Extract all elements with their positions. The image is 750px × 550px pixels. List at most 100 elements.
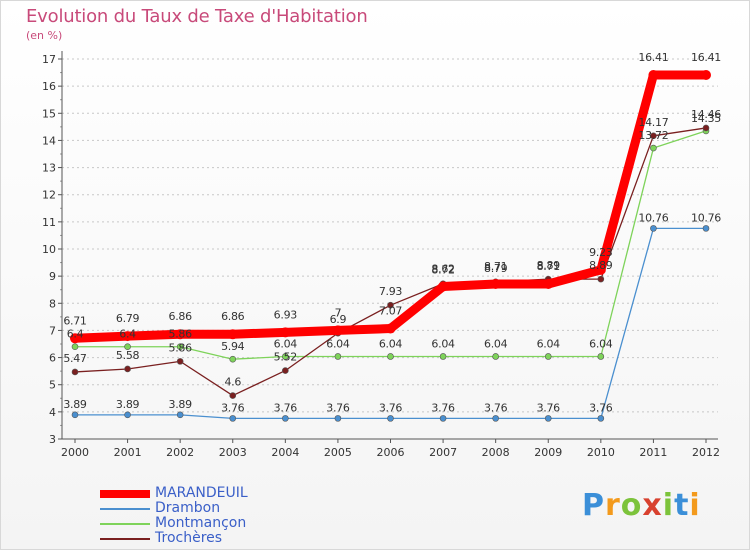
y-tick-label: 6 — [49, 352, 56, 365]
data-label: 6.04 — [379, 337, 403, 350]
y-tick-label: 14 — [42, 134, 56, 147]
series-point — [71, 411, 79, 419]
legend-label: Trochères — [155, 530, 223, 546]
series-point — [176, 411, 184, 419]
data-label: 13.72 — [638, 129, 668, 142]
legend-swatch — [100, 538, 150, 540]
logo-letter: r — [605, 488, 621, 523]
y-tick-label: 13 — [42, 162, 56, 175]
logo-letter: o — [620, 488, 643, 523]
series-point — [229, 355, 237, 363]
data-label: 14.17 — [638, 116, 668, 129]
data-label: 6.93 — [274, 308, 298, 321]
y-tick-label: 9 — [49, 270, 56, 283]
legend-swatch — [100, 508, 150, 510]
series-point — [282, 353, 289, 360]
data-label: 3.89 — [169, 398, 193, 411]
x-tick-label: 2007 — [429, 446, 457, 459]
data-label: 6.04 — [537, 337, 561, 350]
y-axis-unit-label: (en %) — [26, 29, 63, 42]
series-layer — [70, 70, 711, 422]
series-point — [439, 415, 447, 422]
logo-letter: i — [689, 488, 701, 523]
x-tick-label: 2009 — [534, 446, 562, 459]
series-point — [229, 415, 237, 422]
series-point — [650, 144, 657, 152]
legend-label: Drambon — [155, 500, 221, 516]
series-point — [332, 325, 343, 336]
legend-swatch — [100, 523, 150, 525]
series-point — [122, 331, 133, 342]
proxiti-logo: Proxiti — [582, 488, 701, 523]
series-point — [124, 411, 131, 419]
data-label: 3.76 — [326, 401, 350, 414]
series-point — [595, 264, 606, 275]
series-point — [280, 327, 291, 338]
data-label: 10.76 — [638, 211, 668, 224]
series-point — [227, 329, 238, 340]
data-label: 6.9 — [330, 313, 347, 326]
data-label: 16.41 — [638, 51, 668, 64]
data-label: 8.72 — [431, 264, 454, 277]
x-tick-label: 2010 — [587, 446, 615, 459]
series-point — [282, 415, 289, 422]
series-point — [71, 368, 79, 376]
axes: 3 4 5 6 7 8 9 10 11 12 13 14 15 16 17 2000 2001 2002 2003 2… — [42, 51, 720, 459]
data-label: 3.89 — [63, 398, 87, 411]
data-label: 5.86 — [169, 328, 193, 341]
data-label: 6.71 — [63, 314, 86, 327]
x-tick-label: 2003 — [219, 446, 247, 459]
series-line-marandeuil — [70, 70, 711, 343]
data-label: 7 — [335, 306, 342, 319]
data-label: 6.04 — [326, 337, 350, 350]
y-tick-label: 15 — [42, 107, 56, 120]
data-label: 6.04 — [484, 337, 508, 350]
series-point — [387, 415, 394, 422]
data-label: 7.93 — [379, 285, 403, 298]
legend-label: MARANDEUIL — [155, 485, 248, 501]
series-point — [175, 329, 186, 340]
series-point — [648, 70, 659, 81]
data-label: 6.86 — [169, 310, 193, 323]
data-label: 6.04 — [274, 337, 298, 350]
data-label: 14.46 — [691, 108, 721, 121]
data-label: 8.89 — [537, 259, 561, 272]
series-point — [282, 367, 289, 374]
y-tick-label: 12 — [42, 189, 56, 202]
series-point — [597, 353, 605, 360]
data-label: 3.76 — [484, 401, 508, 414]
series-point — [439, 353, 447, 360]
data-label: 8.79 — [484, 262, 508, 275]
data-label: 3.76 — [589, 401, 613, 414]
series-point — [543, 279, 554, 290]
series-point — [490, 279, 501, 290]
data-label: 9.23 — [589, 246, 613, 259]
x-tick-label: 2012 — [692, 446, 720, 459]
y-tick-label: 11 — [42, 216, 56, 229]
y-tick-label: 10 — [42, 243, 56, 256]
x-tick-label: 2008 — [482, 446, 510, 459]
data-label: 5.94 — [221, 340, 245, 353]
x-tick-label: 2002 — [166, 446, 194, 459]
data-label: 14.35 — [691, 112, 721, 125]
series-point — [650, 225, 657, 232]
data-label: 5.47 — [63, 352, 87, 365]
series-point — [387, 301, 394, 309]
data-label: 6.79 — [116, 312, 140, 325]
series-point — [176, 343, 184, 351]
data-label: 8.89 — [589, 259, 613, 272]
data-label: 3.89 — [116, 398, 140, 411]
data-label: 3.76 — [274, 401, 298, 414]
data-label: 3.76 — [537, 401, 561, 414]
x-tick-label: 2004 — [271, 446, 299, 459]
legend-swatch — [100, 490, 150, 498]
series-point — [650, 132, 657, 140]
y-tick-label: 5 — [49, 379, 56, 392]
y-tick-label: 4 — [49, 406, 56, 419]
x-tick-label: 2006 — [377, 446, 405, 459]
series-point — [71, 343, 79, 351]
series-point — [492, 353, 499, 360]
series-point — [544, 415, 552, 422]
